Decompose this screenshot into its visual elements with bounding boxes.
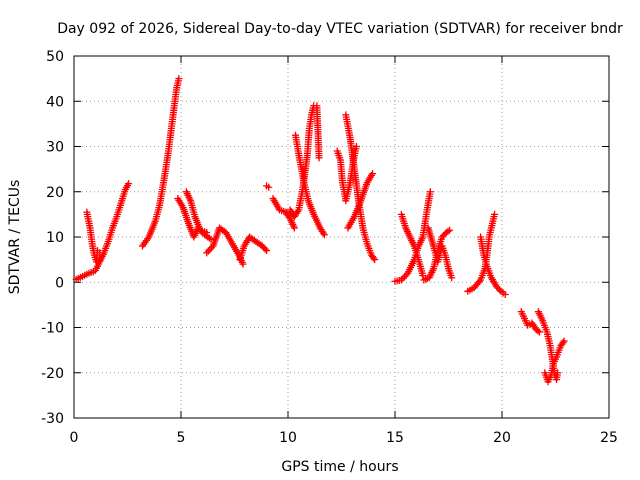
series-pass-12 (313, 102, 323, 162)
data-point-marker (496, 286, 504, 294)
data-point-marker (205, 234, 213, 242)
series-pass-02 (83, 208, 104, 266)
data-point-marker (96, 249, 104, 257)
x-tick-label: 10 (279, 430, 297, 446)
tick-layer (73, 55, 610, 419)
data-point-marker (265, 183, 273, 191)
y-tick-label: -30 (41, 411, 64, 427)
series-pass-11 (291, 131, 328, 239)
data-point-marker (290, 224, 298, 232)
data-point-marker (206, 245, 214, 253)
data-point-marker (175, 75, 183, 83)
y-tick-label: 20 (46, 185, 64, 201)
y-tick-label: 30 (46, 140, 64, 156)
series-pass-17 (397, 210, 427, 279)
data-point-marker (444, 227, 452, 235)
data-point-marker (239, 260, 247, 268)
series-pass-10 (286, 102, 318, 221)
data-point-marker (559, 339, 567, 347)
series-pass-15 (344, 170, 377, 232)
chart-title: Day 092 of 2026, Sidereal Day-to-day VTE… (57, 21, 623, 37)
series-pass-23 (534, 308, 562, 384)
data-point-marker (446, 226, 454, 234)
data-point-marker (315, 154, 323, 162)
grid-layer (74, 56, 609, 418)
y-tick-label: -20 (41, 366, 64, 382)
data-point-marker (203, 249, 211, 257)
series-pass-03 (138, 75, 183, 250)
data-point-marker (261, 245, 269, 253)
data-point-marker (401, 273, 409, 281)
data-point-marker (371, 256, 379, 264)
data-point-marker (534, 327, 542, 335)
data-point-marker (448, 274, 456, 282)
tick-label-layer: 0 5 10 15 20 25 -30 -20 -10 0 10 20 30 40 50 (41, 49, 618, 446)
y-tick-label: 10 (46, 230, 64, 246)
data-point-marker (204, 247, 212, 255)
data-point-marker (370, 254, 378, 262)
data-point-marker (554, 369, 562, 377)
series-pass-24 (541, 337, 568, 386)
data-point-marker (263, 247, 271, 255)
x-tick-label: 5 (177, 430, 186, 446)
series-pass-21 (477, 233, 509, 298)
x-tick-label: 20 (493, 430, 511, 446)
data-point-marker (426, 188, 434, 196)
y-axis-label: SDTVAR / TECUs (7, 180, 23, 295)
data-point-marker (207, 235, 215, 243)
x-tick-label: 15 (386, 430, 404, 446)
x-tick-label: 25 (600, 430, 618, 446)
y-tick-label: 0 (55, 275, 64, 291)
y-tick-label: 50 (46, 49, 64, 65)
data-point-marker (125, 180, 133, 188)
series-pass-07 (236, 233, 271, 264)
data-point-marker (369, 170, 377, 178)
series-pass-19 (424, 224, 456, 282)
data-point-marker (501, 290, 509, 298)
data-point-marker (491, 210, 499, 218)
data-point-marker (560, 337, 568, 345)
data-point-marker (535, 328, 543, 336)
series-pass-05 (182, 188, 211, 236)
data-point-marker (203, 228, 211, 236)
series-pass-01 (72, 180, 133, 284)
y-tick-label: 40 (46, 94, 64, 110)
x-axis-label: GPS time / hours (281, 459, 398, 475)
data-point-marker (419, 271, 427, 279)
series-pass-14 (342, 111, 379, 264)
series-pass-22 (517, 308, 543, 336)
data-point-marker (320, 231, 328, 239)
data-point-marker (475, 278, 483, 286)
y-tick-label: -10 (41, 321, 64, 337)
data-layer (72, 75, 568, 386)
series-pass-08 (263, 182, 273, 191)
x-tick-label: 0 (70, 430, 79, 446)
